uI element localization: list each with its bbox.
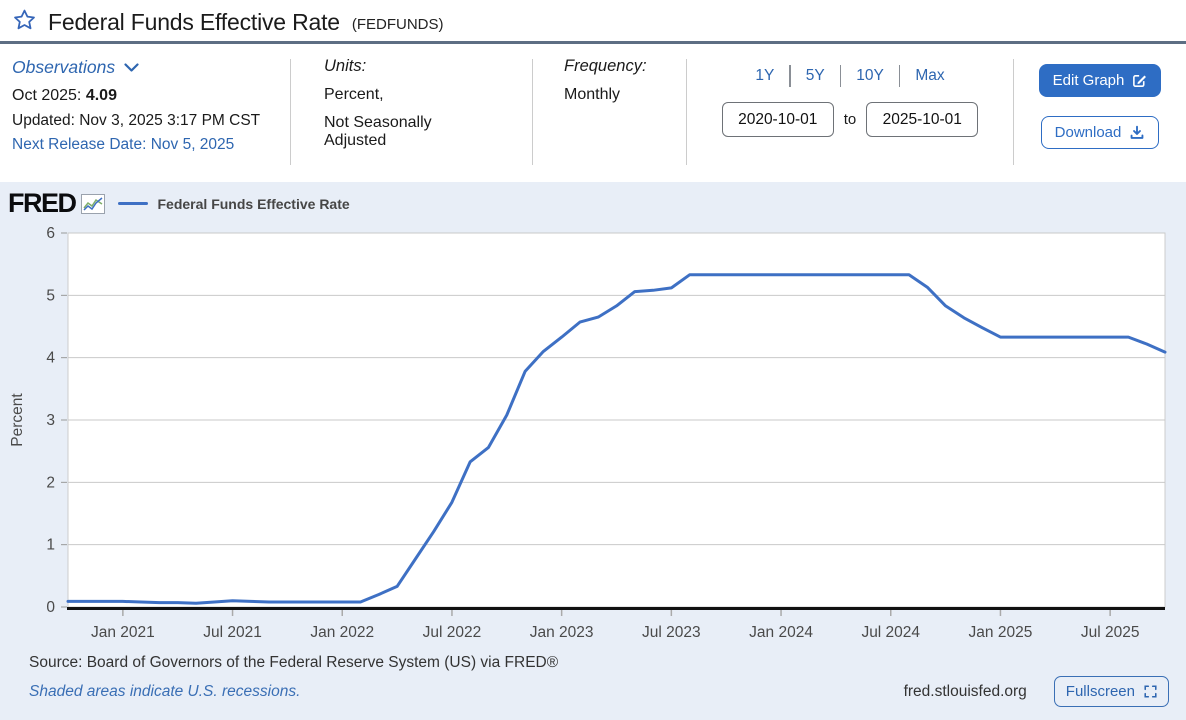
favorite-star-button[interactable] <box>12 8 37 36</box>
range-10y-button[interactable]: 10Y <box>856 67 884 84</box>
svg-text:Jan 2021: Jan 2021 <box>91 624 155 641</box>
svg-text:5: 5 <box>46 287 55 304</box>
range-separator <box>839 65 842 87</box>
site-url: fred.stlouisfed.org <box>903 682 1027 700</box>
units-adjustment: Not Seasonally Adjusted <box>324 114 432 149</box>
range-max-button[interactable]: Max <box>915 67 945 84</box>
site-group: fred.stlouisfed.org Fullscreen <box>904 676 1169 707</box>
svg-text:1: 1 <box>46 537 55 554</box>
observations-label: Observations <box>12 57 116 77</box>
source-note: Source: Board of Governors of the Federa… <box>29 654 559 671</box>
observations-column: Observations Oct 2025: 4.09 Updated: Nov… <box>0 57 290 171</box>
range-5y-button[interactable]: 5Y <box>805 67 825 84</box>
updated-timestamp: Updated: Nov 3, 2025 3:17 PM CST <box>12 112 261 129</box>
info-divider <box>1013 59 1014 165</box>
chart-footer-row: Shaded areas indicate U.S. recessions. f… <box>0 672 1186 707</box>
series-id: (FEDFUNDS) <box>351 15 444 33</box>
download-button[interactable]: Download <box>1040 116 1160 149</box>
range-shortcuts: 1Y 5Y 10Y Max <box>755 65 945 87</box>
date-range-inputs: to <box>721 102 979 137</box>
observations-dropdown[interactable]: Observations <box>12 57 139 78</box>
latest-observation: Oct 2025: 4.09 <box>12 87 290 105</box>
info-divider <box>290 59 291 165</box>
range-separator <box>789 65 791 87</box>
svg-text:3: 3 <box>46 412 55 429</box>
edit-pencil-icon <box>1132 73 1147 88</box>
fullscreen-label: Fullscreen <box>1065 683 1135 700</box>
date-to-label: to <box>843 111 857 128</box>
svg-text:Jul 2025: Jul 2025 <box>1081 624 1140 641</box>
title-divider <box>0 41 1186 44</box>
svg-text:4: 4 <box>46 350 55 367</box>
fred-logo: FRED <box>8 188 77 218</box>
info-bar: Observations Oct 2025: 4.09 Updated: Nov… <box>0 44 1186 171</box>
svg-text:Percent: Percent <box>9 393 26 447</box>
chart-section: FRED Federal Funds Effective Rate 0 1 2 3 4 5… <box>0 182 1186 720</box>
info-divider <box>532 59 533 165</box>
actions-column: Edit Graph Download <box>1014 57 1186 171</box>
svg-text:2: 2 <box>46 474 55 491</box>
latest-observation-value: 4.09 <box>85 87 117 104</box>
svg-text:Jan 2025: Jan 2025 <box>969 624 1033 641</box>
fullscreen-icon <box>1144 685 1157 698</box>
download-label: Download <box>1054 124 1122 141</box>
download-icon <box>1129 125 1145 140</box>
frequency-column: Frequency: Monthly <box>533 57 686 171</box>
svg-text:0: 0 <box>46 599 55 616</box>
next-release-link[interactable]: Next Release Date: Nov 5, 2025 <box>12 136 235 153</box>
svg-text:Jan 2022: Jan 2022 <box>310 624 374 641</box>
chart-header: FRED Federal Funds Effective Rate <box>0 187 1186 218</box>
frequency-label: Frequency: <box>564 57 647 75</box>
edit-graph-button[interactable]: Edit Graph <box>1038 64 1162 97</box>
sparkline-icon <box>80 193 105 214</box>
chevron-down-icon <box>124 62 139 73</box>
svg-text:Jan 2023: Jan 2023 <box>530 624 594 641</box>
svg-text:Jan 2024: Jan 2024 <box>749 624 813 641</box>
edit-graph-label: Edit Graph <box>1052 72 1125 89</box>
legend-label: Federal Funds Effective Rate <box>157 195 350 212</box>
legend-line-swatch <box>117 201 148 206</box>
line-chart[interactable]: 0 1 2 3 4 5 6 Jan 2021 Jul 2021 Jan 2022 Jul 2022 J… <box>0 219 1186 651</box>
page-title: Federal Funds Effective Rate <box>48 8 340 35</box>
units-column: Units: Percent, Not Seasonally Adjusted <box>291 57 532 171</box>
chart-legend: Federal Funds Effective Rate <box>117 195 350 212</box>
star-icon <box>12 8 37 36</box>
svg-text:Jul 2021: Jul 2021 <box>203 624 262 641</box>
recessions-note-link[interactable]: Shaded areas indicate U.S. recessions. <box>29 682 301 700</box>
units-label: Units: <box>324 57 367 75</box>
fullscreen-button[interactable]: Fullscreen <box>1053 676 1169 707</box>
info-divider <box>686 59 687 165</box>
svg-text:6: 6 <box>46 225 55 242</box>
svg-text:Jul 2024: Jul 2024 <box>861 624 920 641</box>
svg-text:Jul 2023: Jul 2023 <box>642 624 701 641</box>
range-separator <box>898 65 901 87</box>
date-range-column: 1Y 5Y 10Y Max to <box>687 57 1013 171</box>
svg-text:Jul 2022: Jul 2022 <box>423 624 482 641</box>
plot-area[interactable]: 0 1 2 3 4 5 6 Jan 2021 Jul 2021 Jan 2022 Jul 2022 J… <box>0 219 1186 651</box>
start-date-input[interactable] <box>721 102 834 137</box>
units-value: Percent, <box>324 86 384 103</box>
end-date-input[interactable] <box>866 102 979 137</box>
range-1y-button[interactable]: 1Y <box>755 67 775 84</box>
title-bar: Federal Funds Effective Rate (FEDFUNDS) <box>0 0 1186 41</box>
latest-observation-date: Oct 2025: <box>12 87 82 104</box>
frequency-value: Monthly <box>564 86 621 103</box>
